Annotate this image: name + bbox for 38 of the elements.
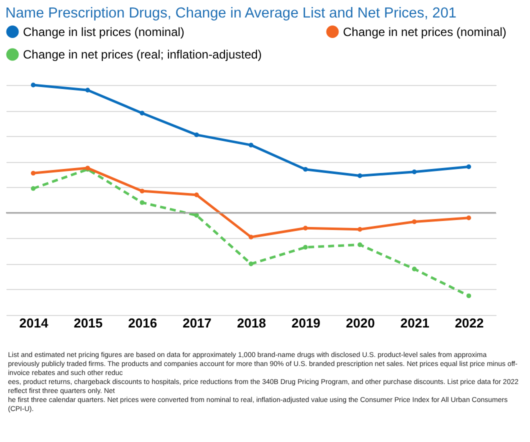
x-tick-label: 2019: [291, 316, 320, 330]
legend-label: Change in net prices (real; inflation-adjusted): [23, 48, 262, 62]
x-tick-label: 2020: [346, 316, 375, 330]
point: [358, 242, 362, 248]
point: [412, 219, 417, 224]
point: [412, 266, 417, 272]
x-tick-label: 2014: [19, 316, 49, 330]
point: [30, 186, 36, 191]
chart-title: Name Prescription Drugs, Change in Average List and Net Prices, 201: [5, 6, 456, 22]
point: [248, 142, 254, 148]
x-tick-label: 2015: [74, 316, 103, 330]
x-tick-label: 2022: [454, 316, 484, 330]
point: [303, 244, 308, 250]
point: [140, 200, 144, 205]
x-tick-label: 2018: [237, 316, 266, 330]
point: [30, 82, 36, 88]
legend-label: Change in list prices (nominal): [23, 24, 184, 39]
point: [248, 262, 254, 266]
point: [194, 212, 199, 218]
point: [412, 170, 417, 174]
x-tick-label: 2021: [400, 316, 430, 330]
legend-label: Change in net prices (nominal): [343, 24, 506, 39]
point: [303, 226, 308, 230]
x-tick-label: 2017: [182, 316, 212, 330]
point: [194, 192, 199, 198]
point: [140, 188, 144, 194]
x-tick-label: 2016: [128, 316, 158, 330]
point: [85, 88, 90, 92]
point: [303, 166, 308, 172]
point: [140, 110, 144, 116]
point: [358, 227, 362, 232]
point: [248, 234, 254, 240]
point: [194, 132, 199, 138]
point: [358, 173, 362, 178]
point: [466, 164, 472, 170]
point: [466, 216, 472, 220]
point: [466, 293, 472, 298]
point: [30, 170, 36, 176]
